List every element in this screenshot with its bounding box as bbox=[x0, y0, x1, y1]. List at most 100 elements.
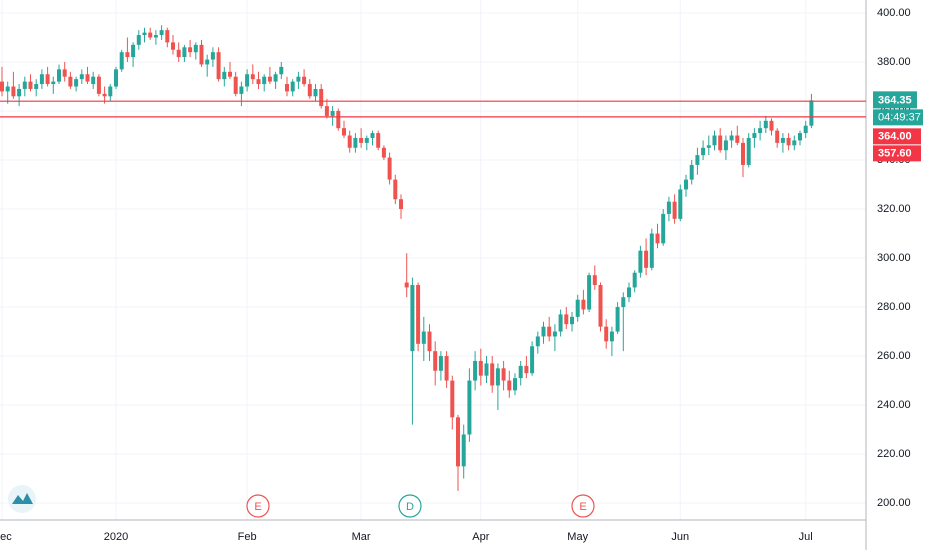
x-tick-label: Jun bbox=[671, 531, 689, 543]
candle-body bbox=[404, 282, 409, 288]
candle-body bbox=[79, 74, 84, 80]
candle-body bbox=[216, 52, 221, 80]
candle-body bbox=[507, 380, 512, 391]
x-tick-label: May bbox=[567, 531, 588, 543]
hline-box bbox=[873, 145, 921, 162]
candle-body bbox=[296, 76, 301, 82]
candle-body bbox=[530, 346, 535, 374]
candle-body bbox=[609, 331, 614, 342]
candle-body bbox=[535, 336, 540, 347]
candle-body bbox=[729, 135, 734, 141]
candle-body bbox=[684, 179, 688, 190]
candle-body bbox=[57, 69, 61, 82]
candle-body bbox=[336, 111, 341, 129]
candle-body bbox=[786, 137, 791, 146]
logo-mark bbox=[12, 493, 33, 504]
candle-body bbox=[119, 52, 124, 70]
candle-body bbox=[313, 88, 318, 97]
candle-body bbox=[495, 368, 500, 386]
candle-body bbox=[798, 133, 802, 141]
candle-body bbox=[490, 363, 495, 386]
candle-body bbox=[621, 297, 626, 308]
candle-body bbox=[467, 380, 472, 435]
candle-body bbox=[262, 76, 267, 85]
candle-body bbox=[769, 120, 774, 131]
candle-body bbox=[752, 133, 757, 138]
candle-body bbox=[735, 135, 740, 143]
candle-body bbox=[552, 331, 557, 337]
candle-body bbox=[809, 100, 814, 126]
candle-body bbox=[444, 356, 449, 381]
candle-body bbox=[376, 133, 381, 148]
candle-body bbox=[701, 147, 706, 156]
y-tick-label: 240.00 bbox=[877, 399, 911, 411]
y-tick-label: 280.00 bbox=[877, 301, 911, 313]
y-tick-label: 320.00 bbox=[877, 203, 911, 215]
candle-body bbox=[775, 130, 780, 143]
candle-body bbox=[239, 86, 244, 94]
candle-body bbox=[718, 135, 723, 151]
candle-body bbox=[108, 86, 113, 97]
x-tick-label: Apr bbox=[472, 531, 489, 543]
candle-body bbox=[51, 81, 56, 85]
candle-body bbox=[193, 44, 198, 53]
candle-body bbox=[632, 272, 637, 288]
candle-body bbox=[256, 79, 261, 85]
candle-body bbox=[678, 189, 683, 219]
candle-body bbox=[319, 88, 324, 107]
x-tick-label: Mar bbox=[352, 531, 371, 543]
candle-body bbox=[484, 363, 489, 376]
candle-body bbox=[5, 86, 10, 92]
candle-body bbox=[706, 145, 711, 148]
hline-label: 364.00 bbox=[878, 130, 912, 142]
candle-body bbox=[723, 140, 728, 151]
candle-body bbox=[564, 314, 569, 325]
candle-body bbox=[741, 142, 745, 165]
candle-body bbox=[142, 32, 147, 36]
candle-body bbox=[381, 147, 386, 158]
candle-body bbox=[627, 287, 631, 298]
candle-body bbox=[758, 128, 763, 134]
event-marker bbox=[571, 494, 595, 518]
candle-body bbox=[655, 233, 660, 244]
candle-body bbox=[125, 52, 130, 58]
candle-body bbox=[712, 135, 717, 146]
candle-body bbox=[558, 314, 563, 332]
candle-body bbox=[399, 199, 403, 210]
candle-body bbox=[85, 74, 90, 82]
candle-body bbox=[364, 137, 369, 143]
candle-body bbox=[0, 81, 4, 92]
candle-body bbox=[410, 284, 415, 352]
candle-body bbox=[285, 84, 289, 92]
y-tick-label: 400.00 bbox=[877, 7, 911, 19]
candle-body bbox=[96, 76, 101, 94]
candle-body bbox=[11, 86, 16, 97]
candle-body bbox=[541, 326, 546, 337]
candle-body bbox=[672, 201, 677, 219]
candle-body bbox=[17, 88, 22, 97]
candle-body bbox=[148, 32, 153, 38]
candle-body bbox=[45, 74, 50, 85]
logo bbox=[8, 485, 36, 513]
candle-body bbox=[421, 331, 426, 344]
candle-body bbox=[342, 128, 346, 136]
candle-body bbox=[273, 74, 278, 82]
candle-body bbox=[433, 351, 438, 371]
x-tick-label: Jul bbox=[799, 531, 813, 543]
candle-body bbox=[575, 299, 580, 317]
event-label: D bbox=[406, 501, 414, 513]
candle-body bbox=[62, 69, 67, 77]
x-tick-label: Feb bbox=[238, 531, 257, 543]
candle-body bbox=[387, 157, 392, 180]
event-marker bbox=[398, 494, 422, 518]
candle-body bbox=[359, 137, 364, 143]
countdown-box bbox=[873, 109, 923, 126]
candle-body bbox=[171, 42, 175, 50]
x-tick-label: Dec bbox=[0, 531, 12, 543]
candle-body bbox=[153, 35, 158, 38]
candle-body bbox=[792, 140, 797, 146]
candle-body bbox=[91, 76, 96, 85]
candle-body bbox=[182, 47, 187, 58]
candle-body bbox=[34, 84, 39, 89]
